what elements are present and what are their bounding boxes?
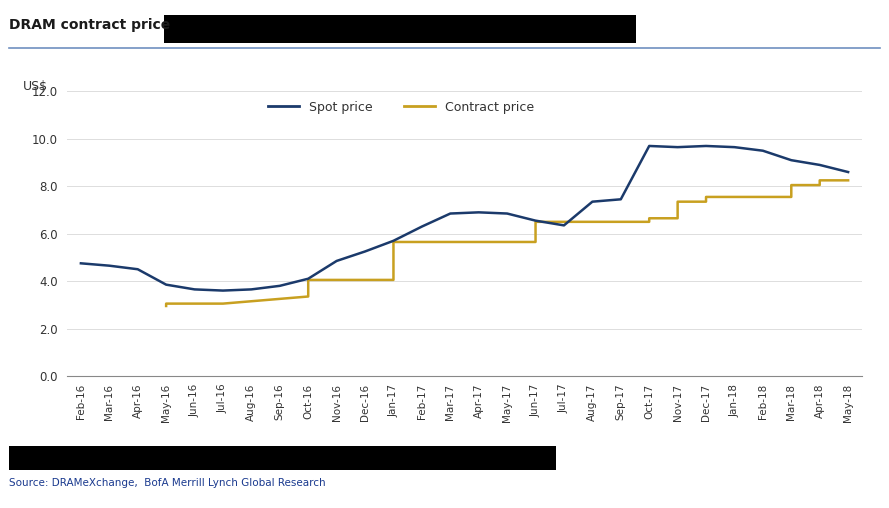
Spot price — [275, 283, 285, 289]
Spot price — [587, 199, 597, 205]
Contract price — [388, 277, 399, 283]
Contract price — [729, 194, 740, 200]
Spot price — [246, 287, 257, 293]
Spot price — [501, 210, 512, 216]
Contract price — [161, 303, 172, 309]
Contract price — [786, 182, 797, 188]
Text: Source: DRAMeXchange,  BofA Merrill Lynch Global Research: Source: DRAMeXchange, BofA Merrill Lynch… — [9, 478, 325, 488]
Spot price — [76, 260, 86, 266]
Spot price — [615, 196, 626, 202]
Spot price — [332, 258, 342, 264]
Spot price — [303, 276, 314, 282]
Contract price — [701, 194, 711, 200]
Spot price — [189, 287, 200, 293]
Legend: Spot price, Contract price: Spot price, Contract price — [268, 101, 534, 113]
Text: DRAM contract price: DRAM contract price — [9, 18, 175, 32]
Spot price — [445, 210, 456, 216]
Spot price — [843, 169, 853, 175]
Spot price — [786, 157, 797, 163]
Contract price — [672, 215, 683, 221]
Spot price — [729, 144, 740, 150]
Spot price — [161, 281, 172, 288]
Contract price — [303, 294, 314, 300]
Contract price — [644, 215, 654, 221]
Contract price — [303, 277, 314, 283]
Spot price — [218, 288, 228, 294]
Contract price — [786, 194, 797, 200]
Contract price — [814, 177, 825, 183]
Contract price — [729, 194, 740, 200]
Contract price — [701, 199, 711, 205]
Line: Contract price: Contract price — [166, 180, 848, 306]
Contract price — [672, 199, 683, 205]
Spot price — [814, 162, 825, 168]
Contract price — [388, 239, 399, 245]
Spot price — [701, 143, 711, 149]
Spot price — [132, 266, 143, 272]
Contract price — [161, 301, 172, 307]
Text: US$: US$ — [23, 80, 48, 93]
Contract price — [644, 219, 654, 225]
Spot price — [388, 238, 399, 244]
Contract price — [218, 301, 228, 307]
Spot price — [473, 209, 484, 215]
Spot price — [530, 217, 541, 224]
Contract price — [530, 239, 541, 245]
Spot price — [360, 248, 371, 255]
Spot price — [417, 224, 428, 230]
Contract price — [814, 182, 825, 188]
Spot price — [644, 143, 654, 149]
Contract price — [530, 219, 541, 225]
Line: Spot price: Spot price — [81, 146, 848, 291]
Spot price — [558, 223, 569, 229]
Spot price — [672, 144, 683, 150]
Contract price — [843, 177, 853, 183]
Spot price — [757, 148, 768, 154]
Spot price — [104, 263, 115, 269]
